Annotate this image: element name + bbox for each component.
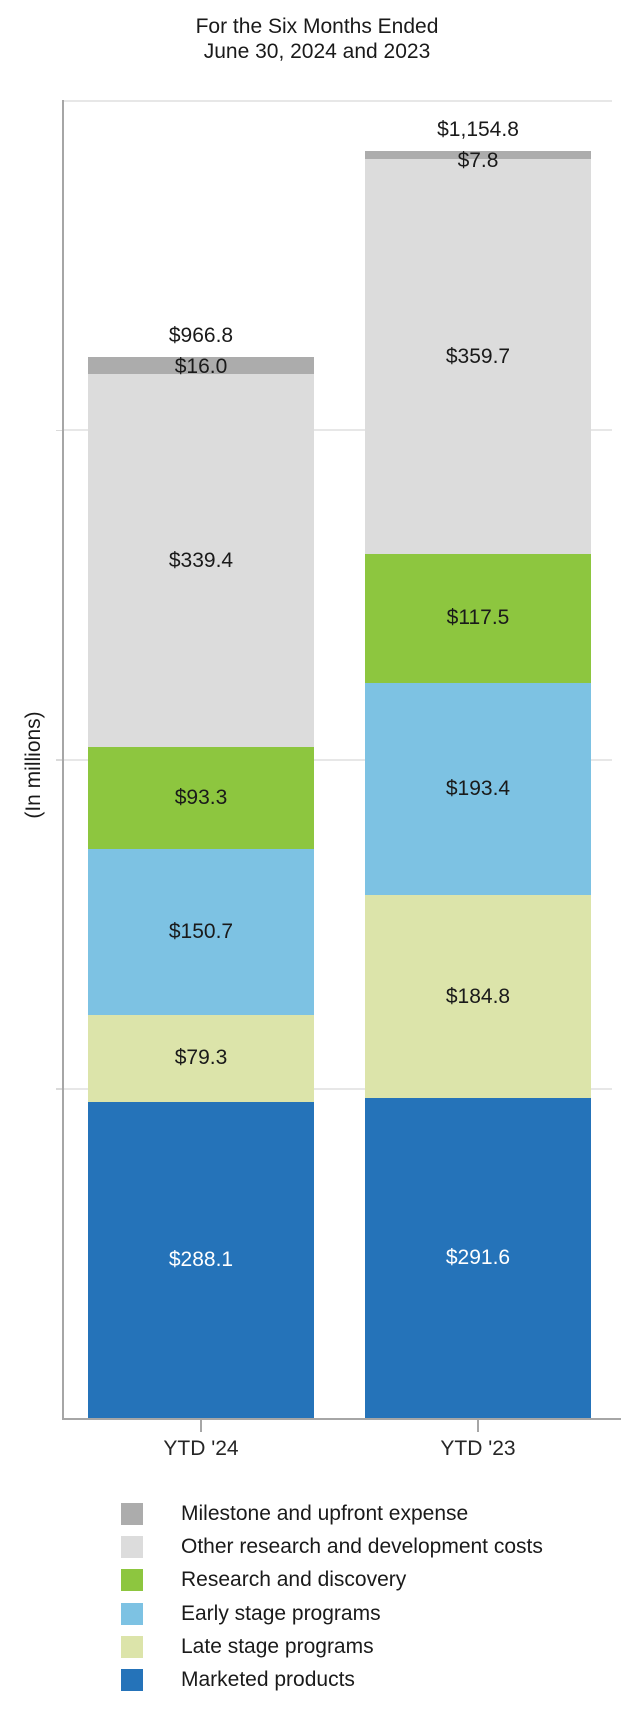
y-axis-line [62, 100, 64, 1420]
chart-title-line2: June 30, 2024 and 2023 [203, 40, 431, 63]
legend-label-late-stage-programs: Late stage programs [181, 1634, 374, 1658]
segment-value-label-research-and-discovery: $117.5 [446, 606, 510, 630]
segment-value-label-early-stage-programs: $150.7 [168, 920, 234, 944]
bar-segment-milestone-upfront-expense [365, 150, 591, 160]
legend-swatch-early-stage-programs [121, 1602, 143, 1625]
segment-value-label-marketed-products: $288.1 [168, 1247, 234, 1271]
gridline [63, 100, 612, 102]
segment-value-label-milestone-upfront-expense: $7.8 [457, 148, 499, 172]
legend-swatch-marketed-products [121, 1669, 143, 1691]
y-axis-label: (In millions) [22, 711, 45, 819]
chart-title: For the Six Months Ended June 30, 2024 a… [0, 14, 634, 64]
bar-segment-research-and-discovery [365, 553, 591, 683]
y-axis-tick [56, 429, 63, 432]
bar-total-label: $1,154.8 [437, 117, 519, 141]
y-axis-tick [56, 759, 63, 761]
legend-swatch-other-research-development [121, 1536, 143, 1559]
segment-value-label-late-stage-programs: $184.8 [445, 984, 511, 1008]
legend-swatch-late-stage-programs [121, 1635, 143, 1658]
segment-value-label-late-stage-programs: $79.3 [174, 1046, 228, 1070]
legend-label-research-and-discovery: Research and discovery [181, 1568, 407, 1592]
bar-segment-late-stage-programs [88, 1014, 314, 1102]
segment-value-label-marketed-products: $291.6 [445, 1245, 511, 1269]
chart-title-line1: For the Six Months Ended [195, 15, 439, 38]
x-tick-label: YTD '24 [163, 1437, 239, 1460]
gridline [63, 1087, 612, 1090]
bar-segment-research-and-discovery [88, 746, 314, 850]
legend-label-other-research-development: Other research and development costs [181, 1535, 543, 1559]
bar-segment-late-stage-programs [365, 895, 591, 1098]
x-tick-label: YTD '23 [440, 1437, 516, 1460]
segment-value-label-early-stage-programs: $193.4 [445, 777, 511, 801]
x-axis-tick [477, 1420, 479, 1432]
segment-value-label-other-research-development: $339.4 [168, 548, 234, 572]
x-axis-tick [200, 1420, 202, 1432]
legend-swatch-milestone-upfront-expense [121, 1503, 143, 1525]
segment-value-label-other-research-development: $359.7 [445, 344, 511, 368]
legend-swatch-research-and-discovery [121, 1569, 143, 1592]
y-axis-tick [56, 1088, 63, 1090]
legend-label-marketed-products: Marketed products [181, 1668, 355, 1691]
bar-segment-early-stage-programs [365, 682, 591, 896]
legend-label-milestone-upfront-expense: Milestone and upfront expense [181, 1502, 469, 1525]
bar-segment-marketed-products [365, 1097, 591, 1418]
bar-segment-early-stage-programs [88, 849, 314, 1015]
x-axis-line [62, 1418, 621, 1420]
bar-segment-other-research-development [88, 374, 314, 747]
bar-segment-milestone-upfront-expense [88, 356, 314, 375]
segment-value-label-milestone-upfront-expense: $16.0 [174, 354, 228, 378]
bar-segment-other-research-development [365, 159, 591, 554]
bar-segment-marketed-products [88, 1101, 314, 1418]
gridline [63, 758, 612, 761]
segment-value-label-research-and-discovery: $93.3 [174, 786, 228, 810]
legend-label-early-stage-programs: Early stage programs [181, 1601, 381, 1625]
gridline [63, 429, 612, 432]
bar-total-label: $966.8 [168, 323, 234, 347]
